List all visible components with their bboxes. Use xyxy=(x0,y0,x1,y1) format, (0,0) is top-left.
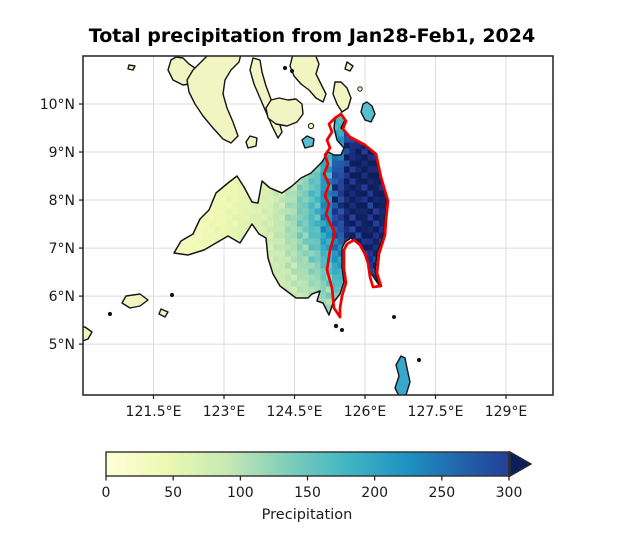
x-tick-label: 123°E xyxy=(203,404,246,420)
x-tick-label: 129°E xyxy=(485,404,528,420)
y-tick-label: 5°N xyxy=(49,337,75,353)
x-tick-label: 124.5°E xyxy=(267,404,323,420)
island-panay-islet xyxy=(127,64,136,71)
island-dinagat xyxy=(332,81,352,113)
island-negros xyxy=(186,56,242,144)
islet-leyte-curl xyxy=(344,61,354,72)
figure-title: Total precipitation from Jan28-Feb1, 202… xyxy=(89,25,535,47)
colorbar-bar xyxy=(105,451,510,477)
colorbar-tick-label: 150 xyxy=(294,485,321,501)
axis-ticks: 121.5°E 123°E 124.5°E 126°E 127.5°E 129°E 10°N… xyxy=(40,97,528,420)
colorbar-tick-label: 50 xyxy=(164,485,182,501)
plot-frame xyxy=(82,55,554,396)
islet-dot xyxy=(416,357,422,363)
islet-curl xyxy=(158,308,169,318)
x-tick-label: 127.5°E xyxy=(408,404,464,420)
islet-dot xyxy=(392,315,396,319)
y-tick-label: 10°N xyxy=(40,97,75,113)
island-basilan xyxy=(121,293,149,309)
x-tick-label: 126°E xyxy=(344,404,387,420)
island-jolo xyxy=(83,326,93,342)
islet-dot xyxy=(333,323,339,329)
region-outline xyxy=(322,112,390,319)
islet-dot xyxy=(282,65,288,71)
islet-dot xyxy=(357,86,363,92)
colorbar-tick-label: 0 xyxy=(102,485,111,501)
precipitation-cells xyxy=(174,113,387,315)
x-tick-label: 121.5°E xyxy=(126,404,182,420)
island-leyte xyxy=(289,56,327,103)
colorbar-tick-label: 300 xyxy=(496,485,523,501)
y-tick-label: 8°N xyxy=(49,193,75,209)
islet-dot xyxy=(340,328,344,332)
map-plot: 121.5°E 123°E 124.5°E 126°E 127.5°E 129°E 10°N… xyxy=(40,55,554,420)
colorbar-tick-label: 200 xyxy=(361,485,388,501)
y-tick-label: 7°N xyxy=(49,241,75,257)
islet-dot xyxy=(307,122,315,130)
islet-dot xyxy=(169,292,175,298)
islet-dot xyxy=(107,311,113,317)
map-land-layer xyxy=(83,56,422,395)
island-bohol xyxy=(265,97,304,127)
island-camiguin xyxy=(301,135,315,149)
island-talaud xyxy=(394,355,411,395)
island-siargao xyxy=(360,101,376,123)
islet-dot xyxy=(289,68,295,74)
colorbar: 0 50 100 150 200 250 300 Precipitation xyxy=(102,450,533,523)
y-tick-label: 9°N xyxy=(49,145,75,161)
colorbar-tick-label: 250 xyxy=(428,485,455,501)
colorbar-label: Precipitation xyxy=(262,507,353,523)
y-tick-label: 6°N xyxy=(49,289,75,305)
colorbar-ticks: 0 50 100 150 200 250 300 xyxy=(102,476,523,501)
island-siquijor xyxy=(245,135,258,149)
colorbar-extend-arrow xyxy=(509,450,533,478)
colorbar-tick-label: 100 xyxy=(227,485,254,501)
